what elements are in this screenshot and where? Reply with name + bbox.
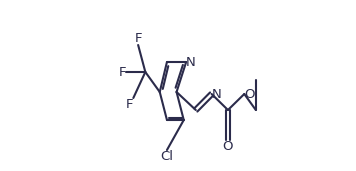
Text: N: N: [211, 88, 221, 101]
Text: F: F: [126, 98, 134, 111]
Text: O: O: [223, 140, 233, 153]
Text: F: F: [134, 32, 142, 45]
Text: Cl: Cl: [161, 150, 173, 163]
Text: O: O: [244, 88, 255, 101]
Text: F: F: [119, 65, 126, 78]
Text: N: N: [186, 56, 196, 69]
